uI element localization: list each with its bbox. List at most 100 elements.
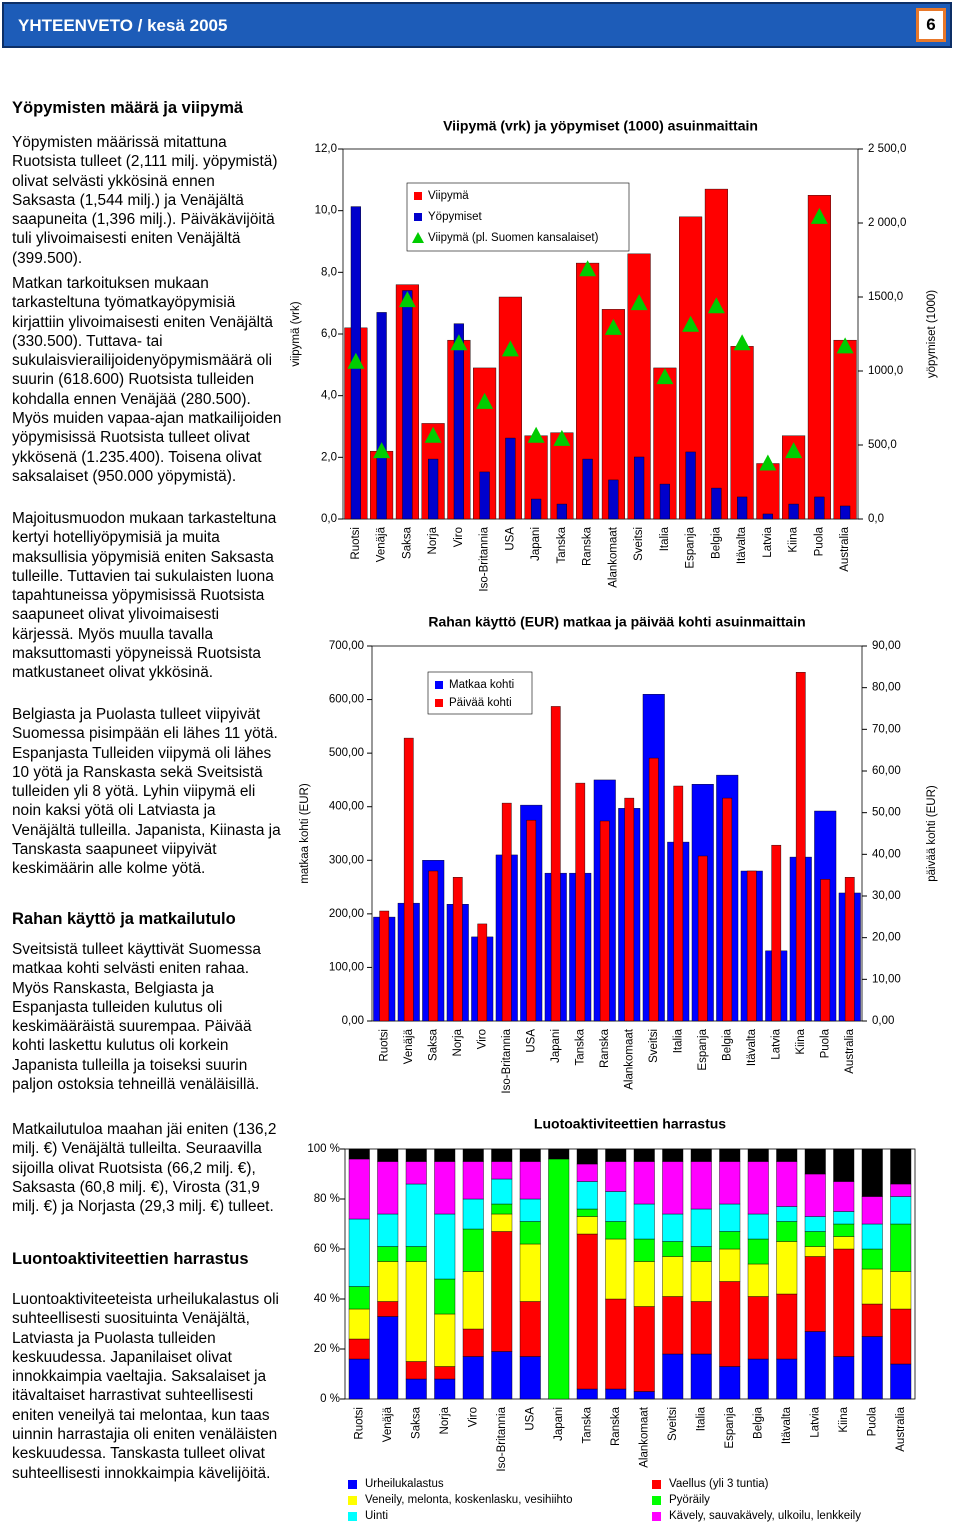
x-tick-label: Itävalta	[746, 1028, 758, 1066]
bar-segment	[462, 1356, 484, 1400]
bar-segment	[434, 1161, 456, 1215]
bar	[608, 479, 619, 520]
bar	[704, 188, 728, 520]
x-tick-label: Italia	[672, 1028, 684, 1053]
bar-segment	[519, 1243, 541, 1302]
paragraph: Yöpymisten määrissä mitattuna Ruotsista …	[12, 134, 278, 267]
x-tick-label: Ruotsi	[378, 1029, 390, 1062]
bar	[453, 323, 464, 520]
bar-segment	[348, 1358, 370, 1400]
bar-segment	[605, 1148, 627, 1162]
x-tick-label: Iso-Britannia	[496, 1406, 508, 1471]
bar-segment	[833, 1211, 855, 1225]
bar-segment	[747, 1263, 769, 1297]
marker	[373, 442, 391, 459]
bar-segment	[662, 1148, 684, 1162]
x-tick-label: Iso-Britannia	[479, 526, 491, 591]
bar-segment	[576, 1216, 598, 1235]
y-tick-label: 10,00	[872, 973, 901, 985]
legend-label: Veneily, melonta, koskenlasku, vesihiiht…	[365, 1494, 573, 1506]
bar-segment	[377, 1246, 399, 1262]
bar-segment	[719, 1148, 741, 1162]
bar-segment	[690, 1161, 712, 1210]
bar-segment	[491, 1178, 513, 1205]
bar-segment	[804, 1173, 826, 1217]
marker	[450, 334, 468, 351]
bar	[771, 844, 782, 1022]
marker	[553, 429, 571, 446]
x-tick-label: Ranska	[582, 526, 594, 566]
bar-segment	[662, 1256, 684, 1297]
bar-segment	[804, 1331, 826, 1400]
bar-segment	[719, 1248, 741, 1282]
bar-segment	[719, 1161, 741, 1205]
bar-segment	[690, 1301, 712, 1355]
marker	[707, 297, 725, 314]
bar-segment	[776, 1206, 798, 1222]
bar-segment	[491, 1148, 513, 1162]
y-tick-label: 2 000,0	[868, 217, 906, 229]
plot-area	[371, 645, 863, 1022]
plot-area	[344, 1148, 916, 1400]
y-tick-label: 1000,0	[868, 365, 903, 377]
y-tick-label: 300,00	[329, 854, 364, 866]
bar-segment	[519, 1221, 541, 1245]
chart-title: Viipymä (vrk) ja yöpymiset (1000) asuinm…	[443, 118, 758, 134]
legend-label: Viipymä (pl. Suomen kansalaiset)	[428, 232, 599, 244]
bar-segment	[890, 1223, 912, 1272]
x-tick-label: Alankomaat	[607, 526, 619, 588]
bar-segment	[434, 1148, 456, 1162]
bar-segment	[377, 1316, 399, 1400]
bar	[526, 819, 537, 1022]
y-tick-label: 400,00	[329, 801, 364, 813]
bar-segment	[405, 1378, 427, 1400]
y-tick-label: 500,00	[329, 747, 364, 759]
y-tick-label: 40,00	[872, 848, 901, 860]
x-tick-label: Latvia	[762, 526, 774, 557]
marker	[501, 340, 519, 357]
y-tick-label: 4,0	[321, 390, 337, 402]
bar-segment	[576, 1163, 598, 1182]
x-tick-label: Norja	[427, 526, 439, 554]
x-tick-label: Alankomaat	[623, 1028, 635, 1090]
bar-segment	[890, 1308, 912, 1365]
bar-segment	[576, 1388, 598, 1400]
bar-segment	[633, 1238, 655, 1262]
y-tick-label: 20 %	[314, 1343, 340, 1355]
bar-segment	[519, 1161, 541, 1200]
x-tick-label: Tanska	[574, 1028, 586, 1065]
bar	[634, 456, 645, 520]
legend-swatch	[414, 213, 422, 221]
legend-label: Viipymä	[428, 190, 469, 202]
y-tick-label: 30,00	[872, 890, 901, 902]
bar-segment	[861, 1196, 883, 1225]
bar-segment	[690, 1246, 712, 1262]
bar-segment	[747, 1213, 769, 1240]
bar	[814, 496, 825, 520]
y-tick-label: 10,0	[315, 205, 337, 217]
y-tick-label: 6,0	[321, 328, 337, 340]
y-tick-label: 100 %	[307, 1143, 340, 1155]
y-tick-label: 1500,0	[868, 291, 903, 303]
y-tick-label: 0,00	[342, 1015, 364, 1027]
x-tick-label: Belgia	[710, 526, 722, 559]
y-tick-label: 2,0	[321, 451, 337, 463]
x-tick-label: Australia	[844, 1028, 856, 1073]
bar	[428, 870, 439, 1022]
chart-title: Rahan käyttö (EUR) matkaa ja päivää koht…	[428, 614, 805, 630]
marker	[604, 318, 622, 335]
bar	[673, 785, 684, 1022]
bar	[833, 339, 857, 520]
bar-segment	[462, 1148, 484, 1162]
legend-label: Uinti	[365, 1510, 388, 1522]
bar-segment	[405, 1246, 427, 1262]
bar-segment	[747, 1148, 769, 1162]
y2-axis-label: yöpymiset (1000)	[926, 290, 938, 378]
bar-segment	[348, 1218, 370, 1287]
marker	[682, 315, 700, 332]
bar-segment	[776, 1221, 798, 1242]
bar-segment	[348, 1286, 370, 1310]
marker	[398, 291, 416, 308]
